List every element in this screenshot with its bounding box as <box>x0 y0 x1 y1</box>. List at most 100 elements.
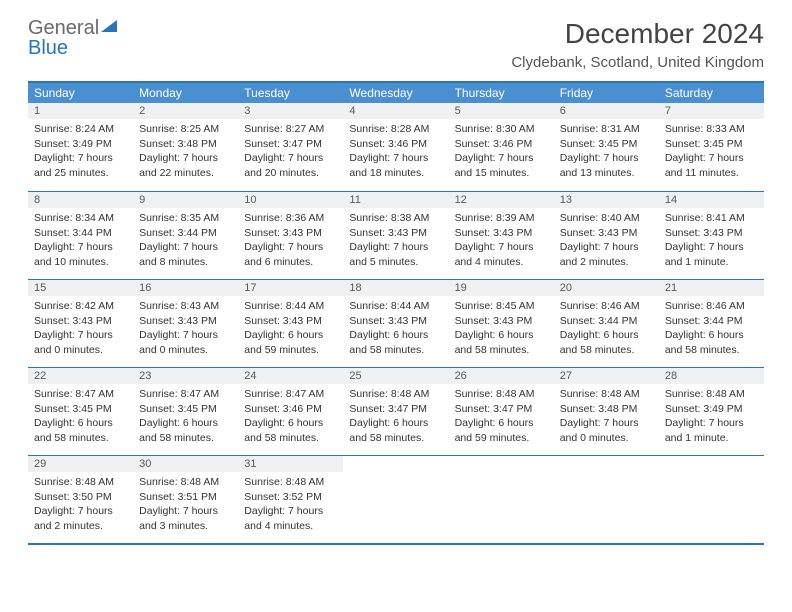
day-cell: 20Sunrise: 8:46 AMSunset: 3:44 PMDayligh… <box>554 280 659 367</box>
sunrise-text: Sunrise: 8:31 AM <box>560 122 653 137</box>
day-body: Sunrise: 8:39 AMSunset: 3:43 PMDaylight:… <box>449 208 554 272</box>
day-number: 31 <box>238 456 343 472</box>
day-cell: 29Sunrise: 8:48 AMSunset: 3:50 PMDayligh… <box>28 456 133 543</box>
daylight-text-1: Daylight: 7 hours <box>455 151 548 166</box>
sunrise-text: Sunrise: 8:48 AM <box>560 387 653 402</box>
day-cell: 10Sunrise: 8:36 AMSunset: 3:43 PMDayligh… <box>238 192 343 279</box>
sunset-text: Sunset: 3:45 PM <box>139 402 232 417</box>
day-number: 11 <box>343 192 448 208</box>
daylight-text-1: Daylight: 6 hours <box>349 416 442 431</box>
sunset-text: Sunset: 3:45 PM <box>34 402 127 417</box>
sunset-text: Sunset: 3:43 PM <box>349 314 442 329</box>
sunrise-text: Sunrise: 8:34 AM <box>34 211 127 226</box>
daylight-text-1: Daylight: 7 hours <box>455 240 548 255</box>
sunrise-text: Sunrise: 8:27 AM <box>244 122 337 137</box>
sunset-text: Sunset: 3:49 PM <box>34 137 127 152</box>
calendar: SundayMondayTuesdayWednesdayThursdayFrid… <box>28 81 764 545</box>
day-number: 8 <box>28 192 133 208</box>
day-body: Sunrise: 8:44 AMSunset: 3:43 PMDaylight:… <box>238 296 343 360</box>
day-cell: 9Sunrise: 8:35 AMSunset: 3:44 PMDaylight… <box>133 192 238 279</box>
sunrise-text: Sunrise: 8:40 AM <box>560 211 653 226</box>
sunset-text: Sunset: 3:44 PM <box>665 314 758 329</box>
day-cell: 26Sunrise: 8:48 AMSunset: 3:47 PMDayligh… <box>449 368 554 455</box>
day-cell: 7Sunrise: 8:33 AMSunset: 3:45 PMDaylight… <box>659 103 764 191</box>
logo: General Blue <box>28 18 117 58</box>
sunset-text: Sunset: 3:45 PM <box>560 137 653 152</box>
day-number: 30 <box>133 456 238 472</box>
day-body: Sunrise: 8:24 AMSunset: 3:49 PMDaylight:… <box>28 119 133 183</box>
day-cell <box>449 456 554 543</box>
logo-word-general: General <box>28 17 99 39</box>
title-block: December 2024 Clydebank, Scotland, Unite… <box>511 18 764 71</box>
daylight-text-1: Daylight: 6 hours <box>560 328 653 343</box>
day-cell: 5Sunrise: 8:30 AMSunset: 3:46 PMDaylight… <box>449 103 554 191</box>
day-number: 24 <box>238 368 343 384</box>
day-number: 4 <box>343 103 448 119</box>
day-body: Sunrise: 8:46 AMSunset: 3:44 PMDaylight:… <box>554 296 659 360</box>
day-body: Sunrise: 8:36 AMSunset: 3:43 PMDaylight:… <box>238 208 343 272</box>
day-number: 20 <box>554 280 659 296</box>
day-header: Wednesday <box>343 83 448 103</box>
sunrise-text: Sunrise: 8:41 AM <box>665 211 758 226</box>
sunrise-text: Sunrise: 8:43 AM <box>139 299 232 314</box>
day-body: Sunrise: 8:43 AMSunset: 3:43 PMDaylight:… <box>133 296 238 360</box>
daylight-text-2: and 2 minutes. <box>560 255 653 270</box>
daylight-text-1: Daylight: 6 hours <box>455 416 548 431</box>
sunset-text: Sunset: 3:43 PM <box>244 226 337 241</box>
day-number: 28 <box>659 368 764 384</box>
sunrise-text: Sunrise: 8:46 AM <box>560 299 653 314</box>
daylight-text-1: Daylight: 7 hours <box>34 328 127 343</box>
daylight-text-1: Daylight: 7 hours <box>560 416 653 431</box>
day-body: Sunrise: 8:48 AMSunset: 3:48 PMDaylight:… <box>554 384 659 448</box>
day-number: 22 <box>28 368 133 384</box>
logo-word-blue: Blue <box>28 37 68 59</box>
day-body: Sunrise: 8:28 AMSunset: 3:46 PMDaylight:… <box>343 119 448 183</box>
sunrise-text: Sunrise: 8:48 AM <box>665 387 758 402</box>
daylight-text-1: Daylight: 7 hours <box>139 151 232 166</box>
day-cell <box>343 456 448 543</box>
day-body: Sunrise: 8:48 AMSunset: 3:47 PMDaylight:… <box>343 384 448 448</box>
sunset-text: Sunset: 3:46 PM <box>349 137 442 152</box>
daylight-text-2: and 58 minutes. <box>665 343 758 358</box>
daylight-text-1: Daylight: 7 hours <box>244 151 337 166</box>
day-body: Sunrise: 8:44 AMSunset: 3:43 PMDaylight:… <box>343 296 448 360</box>
day-cell: 16Sunrise: 8:43 AMSunset: 3:43 PMDayligh… <box>133 280 238 367</box>
daylight-text-1: Daylight: 7 hours <box>244 504 337 519</box>
daylight-text-1: Daylight: 6 hours <box>139 416 232 431</box>
daylight-text-2: and 10 minutes. <box>34 255 127 270</box>
day-number: 26 <box>449 368 554 384</box>
location-subtitle: Clydebank, Scotland, United Kingdom <box>511 54 764 71</box>
daylight-text-1: Daylight: 7 hours <box>349 240 442 255</box>
day-number: 5 <box>449 103 554 119</box>
sunset-text: Sunset: 3:49 PM <box>665 402 758 417</box>
day-body: Sunrise: 8:48 AMSunset: 3:51 PMDaylight:… <box>133 472 238 536</box>
daylight-text-1: Daylight: 6 hours <box>34 416 127 431</box>
day-number: 10 <box>238 192 343 208</box>
day-cell: 6Sunrise: 8:31 AMSunset: 3:45 PMDaylight… <box>554 103 659 191</box>
sunrise-text: Sunrise: 8:48 AM <box>244 475 337 490</box>
day-cell: 2Sunrise: 8:25 AMSunset: 3:48 PMDaylight… <box>133 103 238 191</box>
sunset-text: Sunset: 3:43 PM <box>139 314 232 329</box>
day-cell: 24Sunrise: 8:47 AMSunset: 3:46 PMDayligh… <box>238 368 343 455</box>
daylight-text-2: and 25 minutes. <box>34 166 127 181</box>
page-header: General Blue December 2024 Clydebank, Sc… <box>28 18 764 71</box>
day-body: Sunrise: 8:27 AMSunset: 3:47 PMDaylight:… <box>238 119 343 183</box>
day-cell: 31Sunrise: 8:48 AMSunset: 3:52 PMDayligh… <box>238 456 343 543</box>
day-cell: 21Sunrise: 8:46 AMSunset: 3:44 PMDayligh… <box>659 280 764 367</box>
day-body: Sunrise: 8:34 AMSunset: 3:44 PMDaylight:… <box>28 208 133 272</box>
day-header: Thursday <box>449 83 554 103</box>
day-header: Saturday <box>659 83 764 103</box>
day-body: Sunrise: 8:48 AMSunset: 3:47 PMDaylight:… <box>449 384 554 448</box>
daylight-text-1: Daylight: 7 hours <box>349 151 442 166</box>
day-number: 29 <box>28 456 133 472</box>
sunset-text: Sunset: 3:43 PM <box>665 226 758 241</box>
day-number: 16 <box>133 280 238 296</box>
daylight-text-2: and 3 minutes. <box>139 519 232 534</box>
daylight-text-1: Daylight: 7 hours <box>560 240 653 255</box>
daylight-text-1: Daylight: 7 hours <box>34 504 127 519</box>
sunset-text: Sunset: 3:46 PM <box>455 137 548 152</box>
daylight-text-2: and 58 minutes. <box>455 343 548 358</box>
daylight-text-2: and 58 minutes. <box>139 431 232 446</box>
day-body: Sunrise: 8:48 AMSunset: 3:49 PMDaylight:… <box>659 384 764 448</box>
sunrise-text: Sunrise: 8:48 AM <box>139 475 232 490</box>
